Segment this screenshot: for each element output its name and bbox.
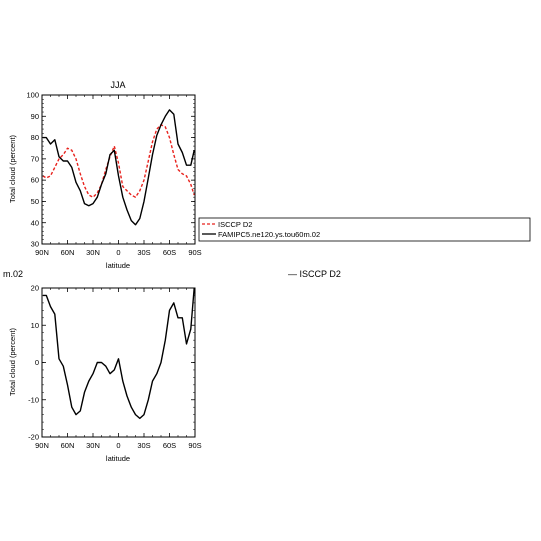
y-axis-label: Total cloud (percent) bbox=[8, 135, 17, 203]
series-line-1 bbox=[42, 124, 195, 198]
cut-off-label: m.02 bbox=[3, 269, 23, 279]
x-tick-label: 90N bbox=[35, 248, 49, 257]
x-tick-label: 30N bbox=[86, 248, 100, 257]
y-tick-label: 90 bbox=[31, 112, 39, 121]
panel-top-jja: JJA 90N 60N 30N 0 30S 60S 90S 30 40 50 60 70 80 90 100… bbox=[8, 80, 202, 270]
series-line-2 bbox=[42, 109, 195, 226]
y-tick-label: 60 bbox=[31, 176, 39, 185]
series-line-1 bbox=[42, 287, 195, 420]
y-tick-label: 20 bbox=[31, 284, 39, 293]
x-tick-label: 30S bbox=[137, 441, 150, 450]
legend: ISCCP D2 FAMIPC5.ne120.ys.tou60m.02 bbox=[198, 217, 531, 242]
x-tick-label: 60N bbox=[61, 441, 75, 450]
x-tick-label: 60S bbox=[163, 248, 176, 257]
y-tick-label: 0 bbox=[35, 358, 39, 367]
x-axis-label: latitude bbox=[106, 261, 130, 270]
x-tick-label: 0 bbox=[116, 441, 120, 450]
x-tick-label: 30N bbox=[86, 441, 100, 450]
x-axis-label: latitude bbox=[106, 454, 130, 463]
x-tick-label: 0 bbox=[116, 248, 120, 257]
legend-entry-model: FAMIPC5.ne120.ys.tou60m.02 bbox=[218, 230, 320, 239]
legend-box bbox=[198, 217, 531, 242]
y-tick-label: 80 bbox=[31, 133, 39, 142]
x-tick-label: 60N bbox=[61, 248, 75, 257]
plot-frame bbox=[41, 94, 196, 245]
x-tick-label: 60S bbox=[163, 441, 176, 450]
y-tick-label: 40 bbox=[31, 218, 39, 227]
y-tick-label: 50 bbox=[31, 197, 39, 206]
y-tick-label: 70 bbox=[31, 154, 39, 163]
y-tick-label: 10 bbox=[31, 321, 39, 330]
plot-frame bbox=[41, 287, 196, 438]
right-legend-fragment: — ISCCP D2 bbox=[288, 269, 341, 279]
y-axis-label: Total cloud (percent) bbox=[8, 328, 17, 396]
y-tick-label: -10 bbox=[28, 395, 39, 404]
x-tick-label: 90N bbox=[35, 441, 49, 450]
y-tick-label: 100 bbox=[26, 91, 39, 100]
x-tick-label: 90S bbox=[188, 441, 201, 450]
y-tick-label: 30 bbox=[31, 240, 39, 249]
chart-title: JJA bbox=[110, 80, 125, 90]
y-tick-label: -20 bbox=[28, 433, 39, 442]
x-tick-label: 30S bbox=[137, 248, 150, 257]
x-tick-label: 90S bbox=[188, 248, 201, 257]
legend-entry-isccp: ISCCP D2 bbox=[218, 220, 252, 229]
